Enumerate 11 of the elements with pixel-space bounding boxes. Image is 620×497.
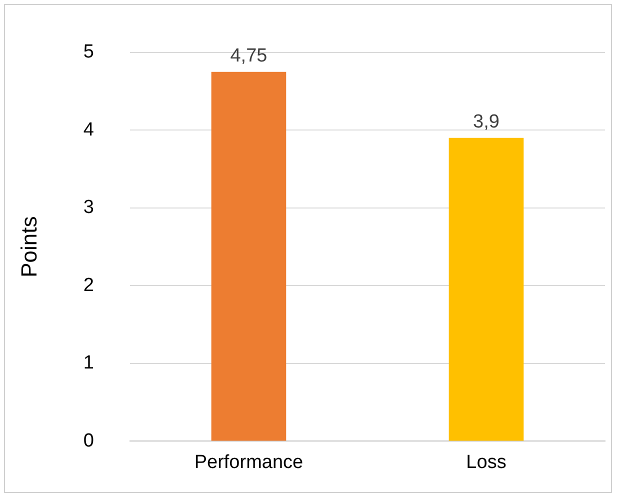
y-tick-label: 1 [83,352,94,374]
data-label: 4,75 [230,46,268,67]
y-tick-label: 5 [83,42,94,63]
x-tick-label: Loss [466,452,506,473]
y-tick-label: 0 [83,430,94,452]
y-tick-label: 3 [83,197,94,218]
x-tick-label: Performance [194,452,304,473]
y-axis-title: Points [16,216,42,278]
y-tick-label: 4 [83,119,94,140]
y-tick-label: 2 [83,274,94,296]
data-label: 3,9 [473,112,500,133]
